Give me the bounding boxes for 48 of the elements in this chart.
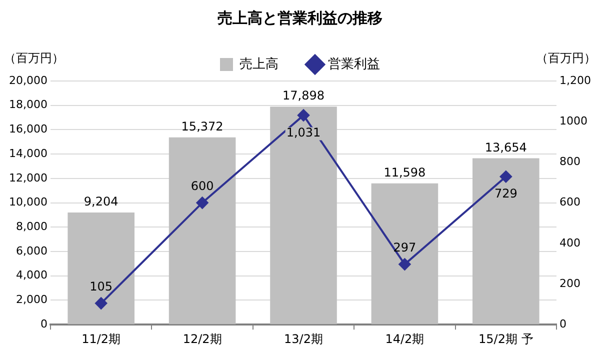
bar <box>168 137 236 324</box>
y-axis-title: （百万円） <box>4 51 64 66</box>
bar <box>270 106 337 324</box>
point <box>500 170 512 183</box>
data-label: 297 <box>393 240 416 254</box>
y-tick-label: 2,000 <box>16 293 48 306</box>
y2-tick-label: 600 <box>560 196 581 209</box>
y-tick-label: 6,000 <box>16 244 48 258</box>
y2-tick-label: 400 <box>560 236 581 250</box>
data-label: 11,598 <box>384 165 426 180</box>
legend-label: 営業利益 <box>328 56 380 72</box>
y-tick-label: 12,000 <box>8 171 48 184</box>
chart-title: 売上高と営業利益の推移 <box>218 8 382 27</box>
point <box>196 196 208 209</box>
data-label: 600 <box>190 178 214 193</box>
data-label: 1,031 <box>286 125 321 140</box>
y-tick-label: 16,000 <box>8 122 48 136</box>
point <box>95 297 108 310</box>
y-tick-label: 20,000 <box>8 74 48 87</box>
y-tick-label: 0 <box>40 317 48 330</box>
x-tick-label: 15/2期 予 <box>478 332 534 346</box>
point <box>398 258 411 270</box>
y2-tick-label: 0 <box>560 317 567 330</box>
y-tick-label: 8,000 <box>16 220 48 234</box>
y2-tick-label: 200 <box>560 276 581 290</box>
data-label: 729 <box>494 186 518 201</box>
point <box>298 109 310 122</box>
data-label: 13,654 <box>484 140 527 154</box>
bar <box>472 158 540 324</box>
data-label: 105 <box>90 279 113 294</box>
y-tick-label: 18,000 <box>8 98 48 112</box>
y2-tick-label: 800 <box>560 155 581 168</box>
bar <box>68 212 134 324</box>
x-tick-label: 14/2期 <box>385 332 424 346</box>
x-tick-label: 12/2期 <box>182 332 222 346</box>
y2-tick-label: 1000 <box>560 114 588 128</box>
data-label: 17,898 <box>282 88 324 103</box>
y2-axis-title: （百万円） <box>536 51 596 66</box>
legend-label: 売上高 <box>240 56 278 72</box>
bar <box>371 183 438 324</box>
y-tick-label: 10,000 <box>8 196 48 209</box>
y-tick-label: 14,000 <box>8 146 48 160</box>
y2-tick-label: 1,200 <box>560 74 592 87</box>
y-tick-label: 4,000 <box>16 268 48 282</box>
x-tick-label: 11/2期 <box>82 332 121 346</box>
x-tick-label: 13/2期 <box>284 332 323 346</box>
data-label: 9,204 <box>84 194 118 209</box>
data-label: 15,372 <box>181 119 224 134</box>
